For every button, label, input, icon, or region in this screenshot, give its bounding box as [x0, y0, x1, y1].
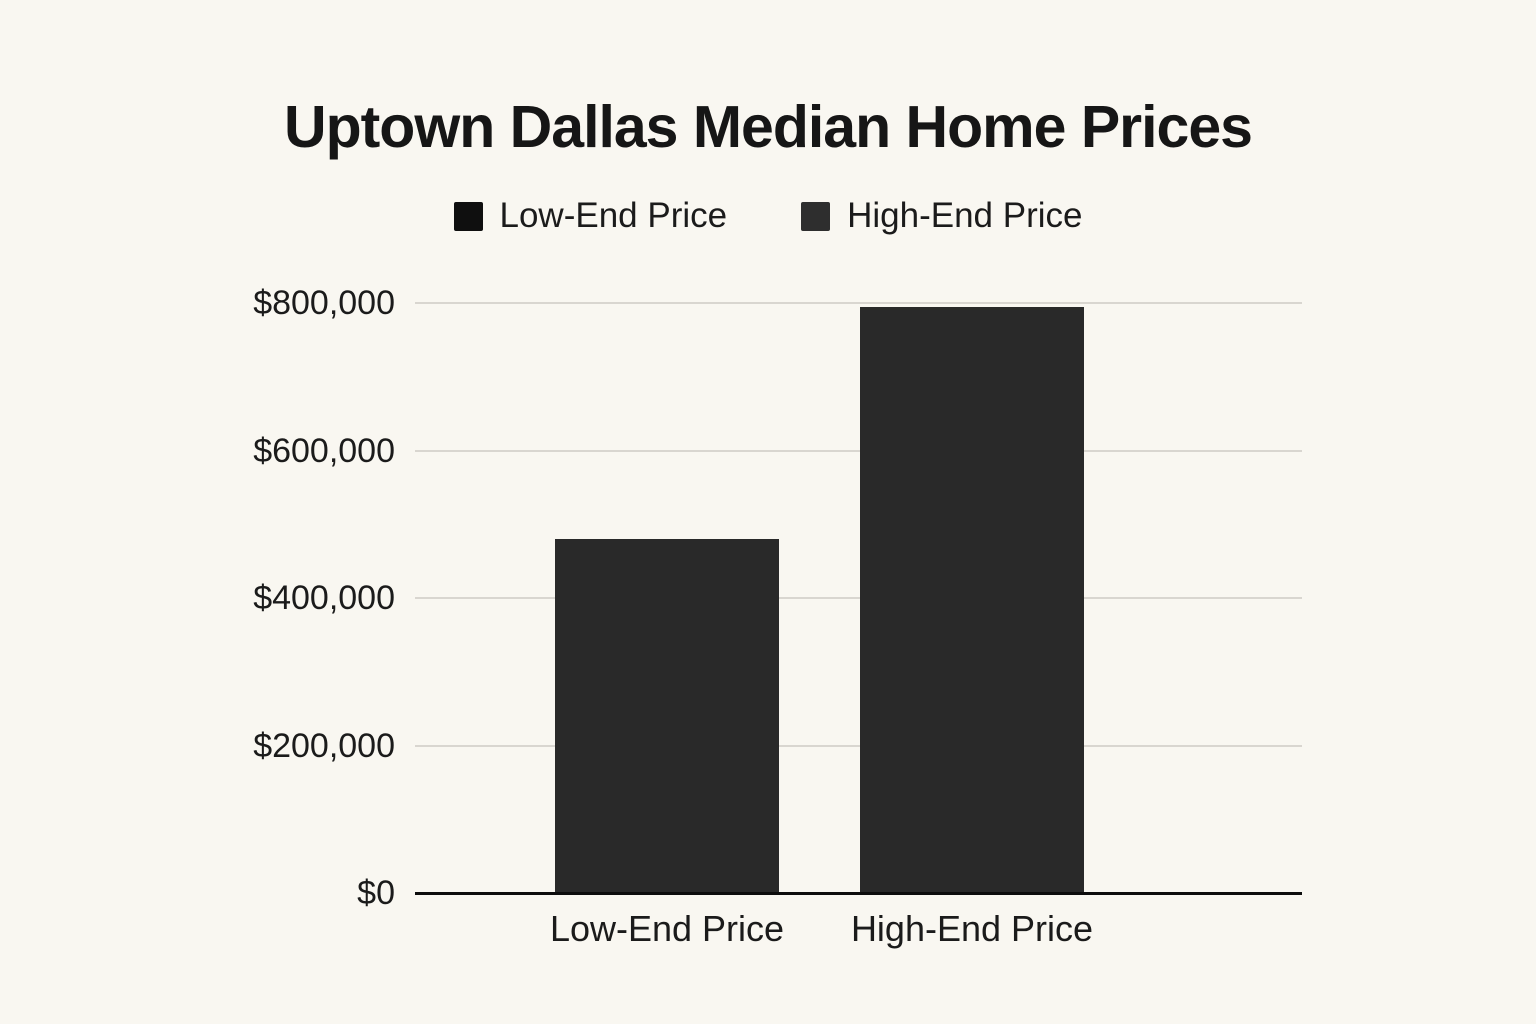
chart-legend: Low-End Price High-End Price — [0, 196, 1536, 236]
y-axis-tick-label-400-000: $400,000 — [253, 579, 395, 617]
x-axis-label-low-end-price: Low-End Price — [549, 908, 785, 949]
y-axis-tick-label-0: $0 — [357, 874, 395, 912]
y-axis-tick-label-800-000: $800,000 — [253, 284, 395, 322]
legend-label: High-End Price — [847, 196, 1083, 235]
legend-label: Low-End Price — [499, 196, 728, 235]
gridline-200-000 — [415, 744, 1302, 747]
x-axis-line — [415, 892, 1302, 895]
legend-item-high-end-price[interactable]: High-End Price — [801, 196, 1083, 236]
gridline-400-000 — [415, 597, 1302, 599]
legend-swatch-icon — [453, 201, 483, 231]
chart-title: Uptown Dallas Median Home Prices — [284, 94, 1253, 160]
y-axis-tick-label-600-000: $600,000 — [253, 431, 395, 470]
legend-swatch-icon — [801, 201, 831, 231]
bar-high-end-price[interactable] — [860, 306, 1084, 893]
y-axis-tick-label-200-000: $200,000 — [253, 726, 395, 765]
legend-item-low-end-price[interactable]: Low-End Price — [453, 196, 728, 236]
gridline-800-000 — [415, 302, 1302, 304]
bar-low-end-price[interactable] — [555, 539, 779, 893]
x-axis-label-high-end-price: High-End Price — [850, 908, 1094, 949]
gridline-600-000 — [415, 449, 1302, 452]
